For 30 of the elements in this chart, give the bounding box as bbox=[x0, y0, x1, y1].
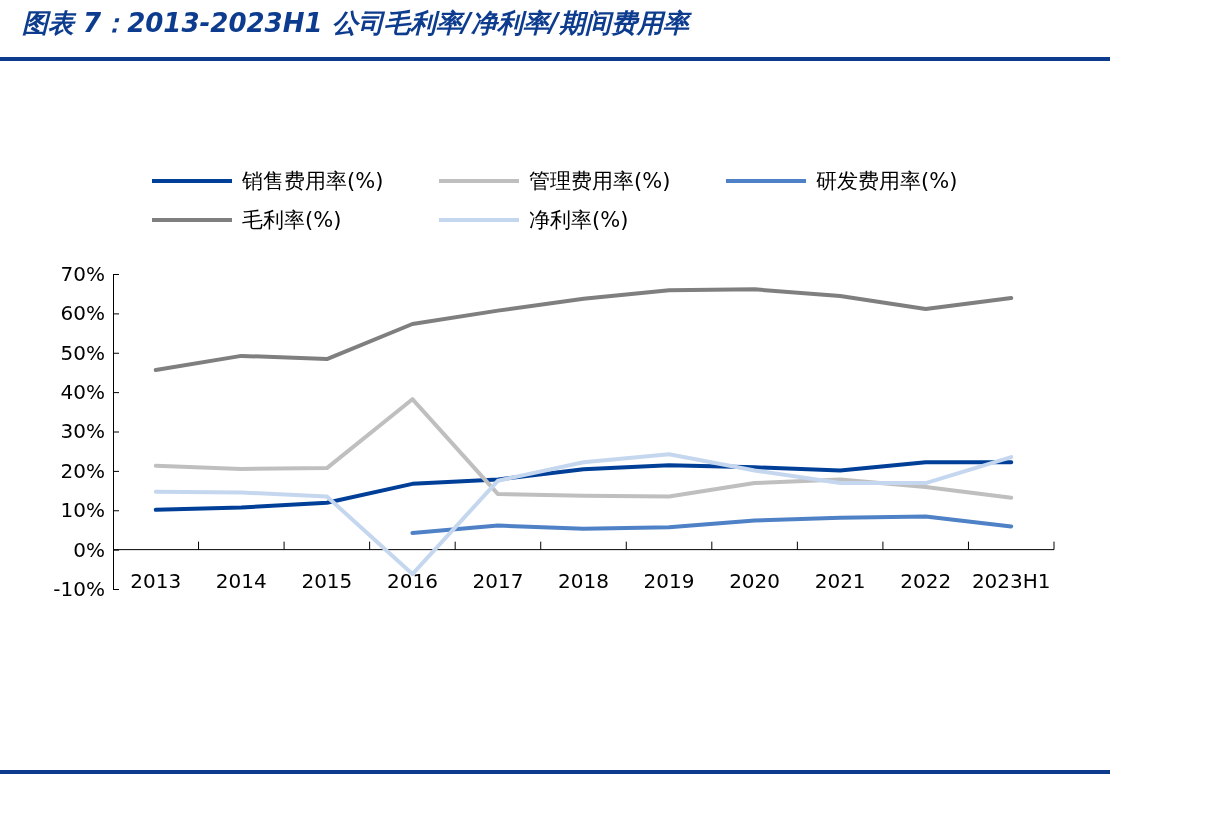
legend-label: 研发费用率(%) bbox=[816, 169, 958, 194]
y-tick-label: 70% bbox=[60, 261, 105, 286]
y-tick-label: 0% bbox=[73, 537, 105, 562]
y-tick-label: 20% bbox=[60, 458, 105, 483]
chart-title: 图表 7：2013-2023H1 公司毛利率/净利率/期间费用率 bbox=[22, 8, 692, 38]
x-tick-label: 2020 bbox=[729, 569, 781, 593]
y-tick-label: 50% bbox=[60, 340, 105, 365]
line-series bbox=[410, 514, 1014, 536]
line-series bbox=[153, 460, 1014, 512]
x-tick-label: 2022 bbox=[900, 569, 952, 593]
x-tick-label: 2018 bbox=[558, 569, 609, 593]
legend-label: 毛利率(%) bbox=[242, 208, 342, 233]
x-tick-label: 2015 bbox=[301, 569, 353, 593]
x-tick-label: 2017 bbox=[472, 569, 524, 593]
x-tick-label: 2021 bbox=[814, 569, 866, 593]
legend-label: 净利率(%) bbox=[529, 208, 629, 233]
x-tick-label: 2023H1 bbox=[971, 569, 1051, 593]
y-tick-label: -10% bbox=[53, 576, 105, 601]
y-tick-label: 10% bbox=[60, 498, 105, 523]
legend-label: 管理费用率(%) bbox=[529, 169, 671, 194]
x-tick-label: 2014 bbox=[215, 569, 267, 593]
line-series bbox=[153, 397, 1014, 500]
x-tick-label: 2019 bbox=[643, 569, 695, 593]
y-tick-label: 40% bbox=[60, 380, 105, 405]
y-tick-label: 60% bbox=[60, 301, 105, 326]
x-tick-label: 2016 bbox=[386, 569, 438, 593]
x-tick-label: 2013 bbox=[130, 569, 182, 593]
y-tick-label: 30% bbox=[60, 419, 105, 444]
legend-label: 销售费用率(%) bbox=[241, 169, 384, 194]
line-series bbox=[153, 287, 1014, 373]
